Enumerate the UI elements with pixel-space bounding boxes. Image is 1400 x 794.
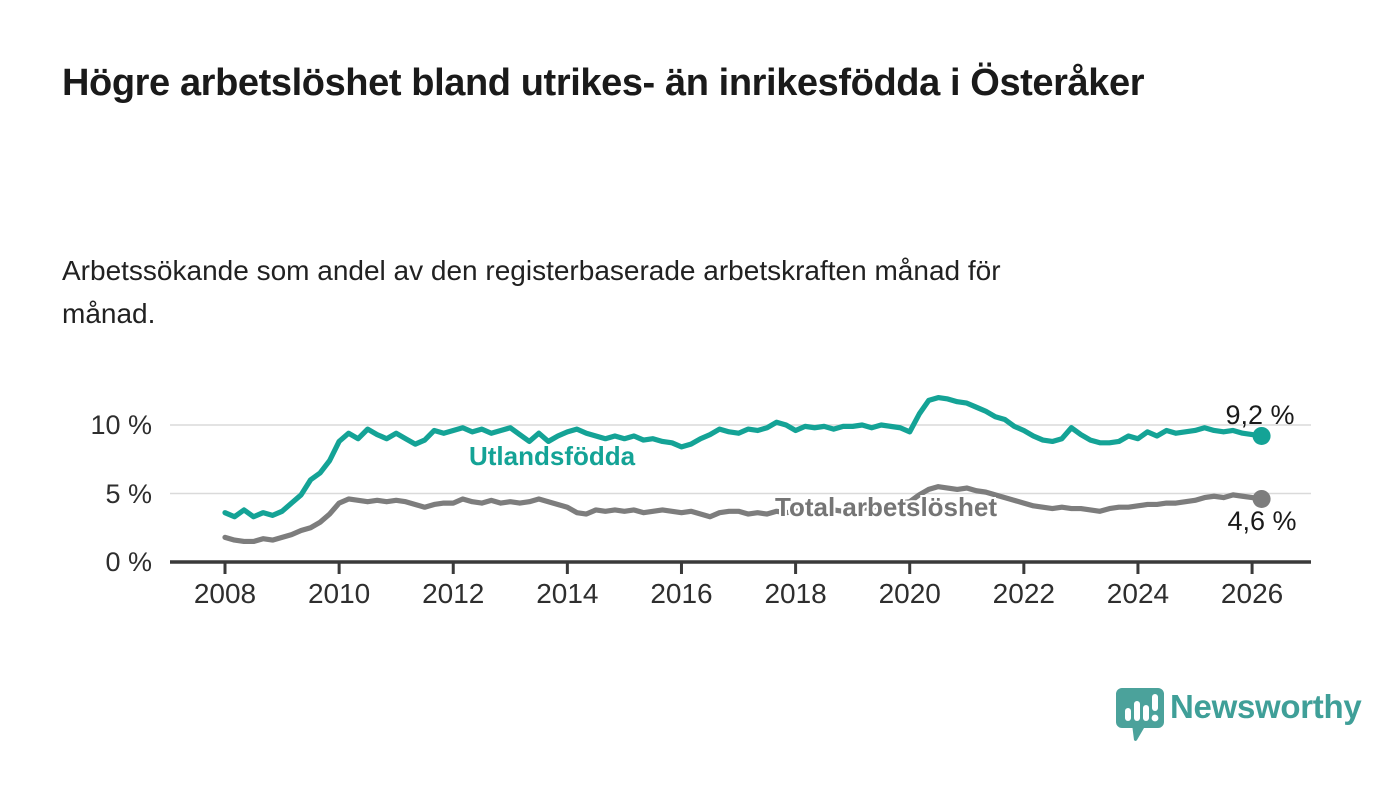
series-endpoint-dot bbox=[1252, 489, 1271, 508]
newsworthy-logo: Newsworthy bbox=[1116, 686, 1362, 746]
bar-chart-speech-bubble-icon bbox=[1116, 688, 1164, 741]
x-axis-tick-label: 2024 bbox=[1106, 578, 1170, 609]
y-axis-tick-label: 0 % bbox=[105, 547, 152, 577]
chart-subtitle: Arbetssökande som andel av den registerb… bbox=[62, 255, 1001, 330]
series-endpoint-dot bbox=[1252, 426, 1271, 445]
series-line-utlandsfodda bbox=[222, 395, 1265, 520]
gridlines bbox=[170, 424, 1311, 495]
brand-name: Newsworthy bbox=[1170, 688, 1362, 725]
series-line-total bbox=[222, 484, 1265, 545]
x-axis-tick-label: 2026 bbox=[1220, 578, 1284, 609]
x-axis-tick-label: 2018 bbox=[764, 578, 827, 609]
x-axis-tick-label: 2016 bbox=[650, 578, 713, 609]
x-axis-tick-label: 2022 bbox=[992, 578, 1055, 609]
series-label-utlandsfodda: Utlandsfödda bbox=[469, 441, 636, 471]
end-value-label-total: 4,6 % bbox=[1227, 506, 1297, 536]
page-title: Högre arbetslöshet bland utrikes- än inr… bbox=[62, 62, 1145, 104]
x-axis-tick-label: 2020 bbox=[878, 578, 941, 609]
y-axis-tick-label: 5 % bbox=[105, 478, 152, 509]
x-axis-tick-label: 2008 bbox=[193, 578, 257, 609]
x-axis-tick-label: 2010 bbox=[307, 578, 371, 609]
x-axis-tick-label: 2012 bbox=[422, 578, 485, 609]
series-label-total-arbetsloshet: Total arbetslöshet bbox=[775, 492, 998, 522]
data-series bbox=[222, 395, 1271, 545]
x-axis bbox=[170, 560, 1311, 574]
x-axis-tick-label: 2014 bbox=[536, 578, 599, 609]
end-value-label-utlandsfodda: 9,2 % bbox=[1225, 400, 1295, 430]
y-axis-tick-label: 10 % bbox=[90, 410, 152, 440]
